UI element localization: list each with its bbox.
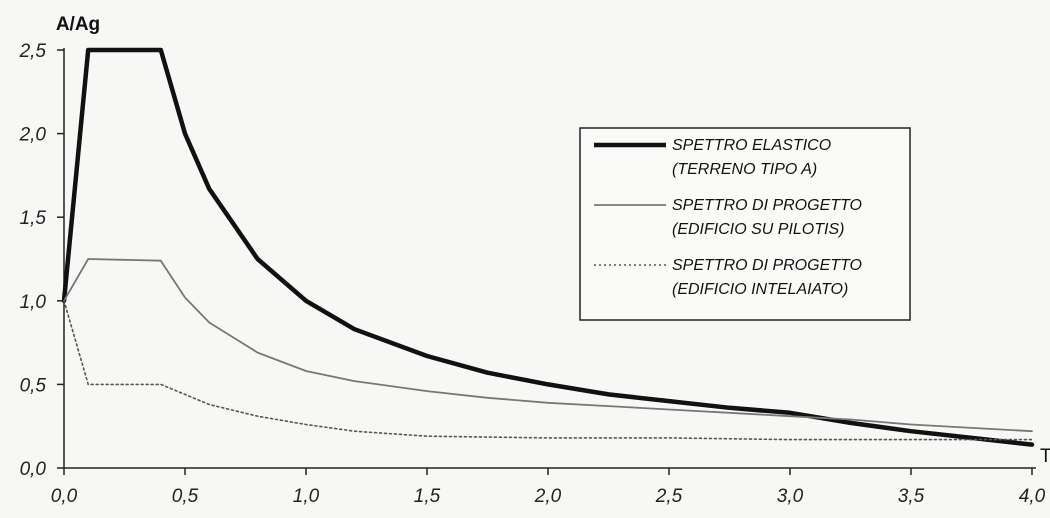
legend-label-3: SPETTRO DI PROGETTO: [672, 257, 862, 274]
y-tick-label: 0,5: [20, 375, 47, 396]
x-tick-label: 3,0: [777, 486, 804, 507]
x-tick-label: 0,0: [51, 486, 78, 507]
x-tick-label: 3,5: [898, 486, 925, 507]
x-tick-label: 1,0: [293, 486, 320, 507]
legend-label-1: (TERRENO TIPO A): [672, 161, 817, 178]
legend-label-2: (EDIFICIO SU PILOTIS): [672, 221, 844, 238]
y-tick-label: 2,0: [19, 125, 47, 146]
x-tick-label: 1,5: [414, 486, 441, 507]
y-tick-label: 0,0: [20, 459, 47, 480]
series-line-3: [63, 299, 1033, 441]
legend: SPETTRO ELASTICO (TERRENO TIPO A) SPETTRO …: [579, 127, 911, 321]
legend-label-1: SPETTRO ELASTICO: [672, 137, 831, 154]
x-tick-label: 2,0: [534, 486, 562, 507]
series-layer: [61, 47, 1035, 447]
axes: 0,0 0,5 1,0 1,5 2,0 2,5 3,0 3,5 4,0 0,0 0,5 1,0 1,5 2…: [19, 14, 1050, 507]
series-line-2: [63, 258, 1033, 433]
y-tick-label: 1,5: [20, 208, 47, 229]
legend-label-2: SPETTRO DI PROGETTO: [672, 197, 862, 214]
y-axis-title: A/Ag: [56, 14, 100, 35]
y-tick-label: 1,0: [20, 292, 47, 313]
y-tick-label: 2,5: [19, 41, 47, 62]
x-axis-title: T: [1040, 446, 1050, 467]
x-tick-label: 2,5: [655, 486, 683, 507]
legend-box: [579, 127, 911, 321]
series-line-1: [61, 47, 1035, 447]
x-tick-label: 0,5: [172, 486, 199, 507]
legend-label-3: (EDIFICIO INTELAIATO): [672, 281, 848, 298]
x-tick-label: 4,0: [1019, 486, 1046, 507]
